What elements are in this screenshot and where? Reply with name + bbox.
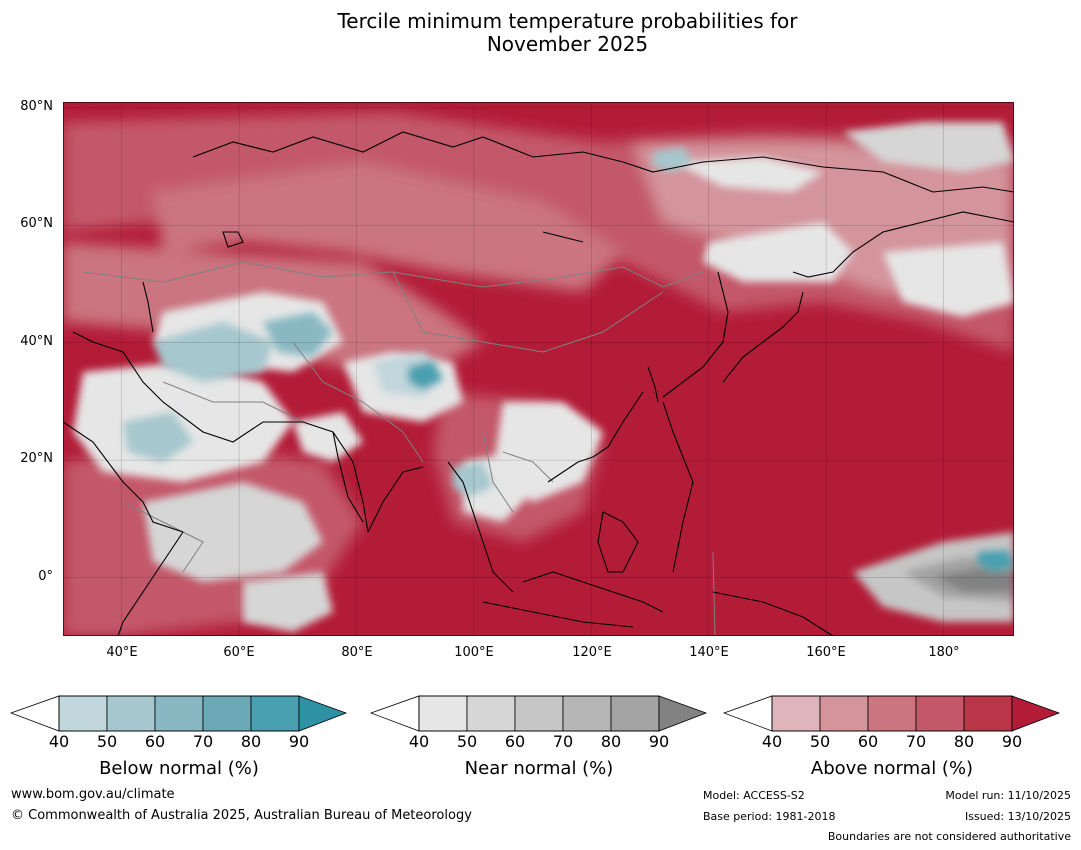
- footer-base-period: Base period: 1981-2018: [703, 810, 836, 823]
- colorbar-above-tick: 40: [761, 732, 783, 751]
- footer-model: Model: ACCESS-S2: [703, 789, 805, 802]
- colorbar-above-tick: 90: [1001, 732, 1023, 751]
- footer-model-run: Model run: 11/10/2025: [945, 789, 1071, 802]
- colorbar-below-tick: 90: [288, 732, 310, 751]
- lat-label-80n: 80°N: [20, 99, 53, 114]
- colorbar-below-tick: 50: [96, 732, 118, 751]
- colorbar-segment: [771, 695, 821, 732]
- colorbar-near-tick: 50: [456, 732, 478, 751]
- lon-label-60e: 60°E: [223, 645, 255, 660]
- colorbar-segment: [963, 695, 1013, 732]
- colorbar-below-tick: 80: [240, 732, 262, 751]
- colorbar-below-tick: 60: [144, 732, 166, 751]
- colorbar-above-label: Above normal (%): [810, 758, 974, 779]
- colorbar-above-tick: 50: [809, 732, 831, 751]
- lon-label-160e: 160°E: [806, 645, 846, 660]
- colorbar-below-tick: 70: [192, 732, 214, 751]
- colorbar-near-max-arrow: [658, 695, 708, 732]
- colorbar-near-min-arrow: [370, 695, 420, 732]
- colorbar-near-tick: 70: [552, 732, 574, 751]
- footer-copyright: © Commonwealth of Australia 2025, Austra…: [11, 808, 472, 823]
- colorbar-segment: [250, 695, 300, 732]
- lon-label-180: 180°: [928, 645, 960, 660]
- colorbar-segment: [202, 695, 252, 732]
- colorbar-above-min-arrow: [723, 695, 773, 732]
- colorbar-near-tick: 60: [504, 732, 526, 751]
- colorbar-near-tick: 80: [600, 732, 622, 751]
- title-line-1: Tercile minimum temperature probabilitie…: [337, 9, 798, 33]
- colorbar-above-tick: 80: [953, 732, 975, 751]
- colorbar-below-label: Below normal (%): [99, 758, 259, 779]
- colorbar-segment: [106, 695, 156, 732]
- colorbar-below-max-arrow: [298, 695, 348, 732]
- lon-label-120e: 120°E: [572, 645, 612, 660]
- colorbar-near-tick: 40: [408, 732, 430, 751]
- colorbar-above-max-arrow: [1011, 695, 1061, 732]
- lon-label-140e: 140°E: [689, 645, 729, 660]
- colorbar-near-label: Near normal (%): [464, 758, 614, 779]
- colorbar-below-tick: 40: [48, 732, 70, 751]
- colorbar-above-tick: 60: [857, 732, 879, 751]
- colorbar-segment: [154, 695, 204, 732]
- colorbar-below-min-arrow: [10, 695, 60, 732]
- colorbar-segment: [418, 695, 468, 732]
- chart-title: Tercile minimum temperature probabilitie…: [0, 10, 1081, 56]
- footer-disclaimer: Boundaries are not considered authoritat…: [827, 830, 1071, 843]
- colorbar-near-tick: 90: [648, 732, 670, 751]
- colorbar-segment: [466, 695, 516, 732]
- map-frame: [63, 102, 1014, 636]
- lat-label-0: 0°: [38, 569, 53, 584]
- lat-label-40n: 40°N: [20, 334, 53, 349]
- near-normal-zones: [73, 122, 1014, 632]
- colorbar-segment: [610, 695, 660, 732]
- colorbar-above-normal: [723, 695, 1061, 732]
- lon-label-100e: 100°E: [454, 645, 494, 660]
- colorbar-segment: [867, 695, 917, 732]
- lon-label-80e: 80°E: [341, 645, 373, 660]
- colorbar-below-normal: [10, 695, 348, 732]
- below-normal-zones: [123, 147, 1014, 572]
- lat-label-20n: 20°N: [20, 451, 53, 466]
- footer-url[interactable]: www.bom.gov.au/climate: [11, 787, 175, 802]
- footer-issued: Issued: 13/10/2025: [964, 810, 1071, 823]
- title-line-2: November 2025: [486, 32, 649, 56]
- colorbar-near-normal: [370, 695, 708, 732]
- colorbar-segment: [514, 695, 564, 732]
- colorbar-segment: [819, 695, 869, 732]
- coastlines: [63, 131, 1014, 636]
- colorbar-segment: [562, 695, 612, 732]
- country-borders: [82, 261, 716, 636]
- colorbar-segment: [58, 695, 108, 732]
- colorbar-segment: [915, 695, 965, 732]
- lat-label-60n: 60°N: [20, 216, 53, 231]
- colorbar-above-tick: 70: [905, 732, 927, 751]
- probability-map: [63, 102, 1014, 636]
- lon-label-40e: 40°E: [106, 645, 138, 660]
